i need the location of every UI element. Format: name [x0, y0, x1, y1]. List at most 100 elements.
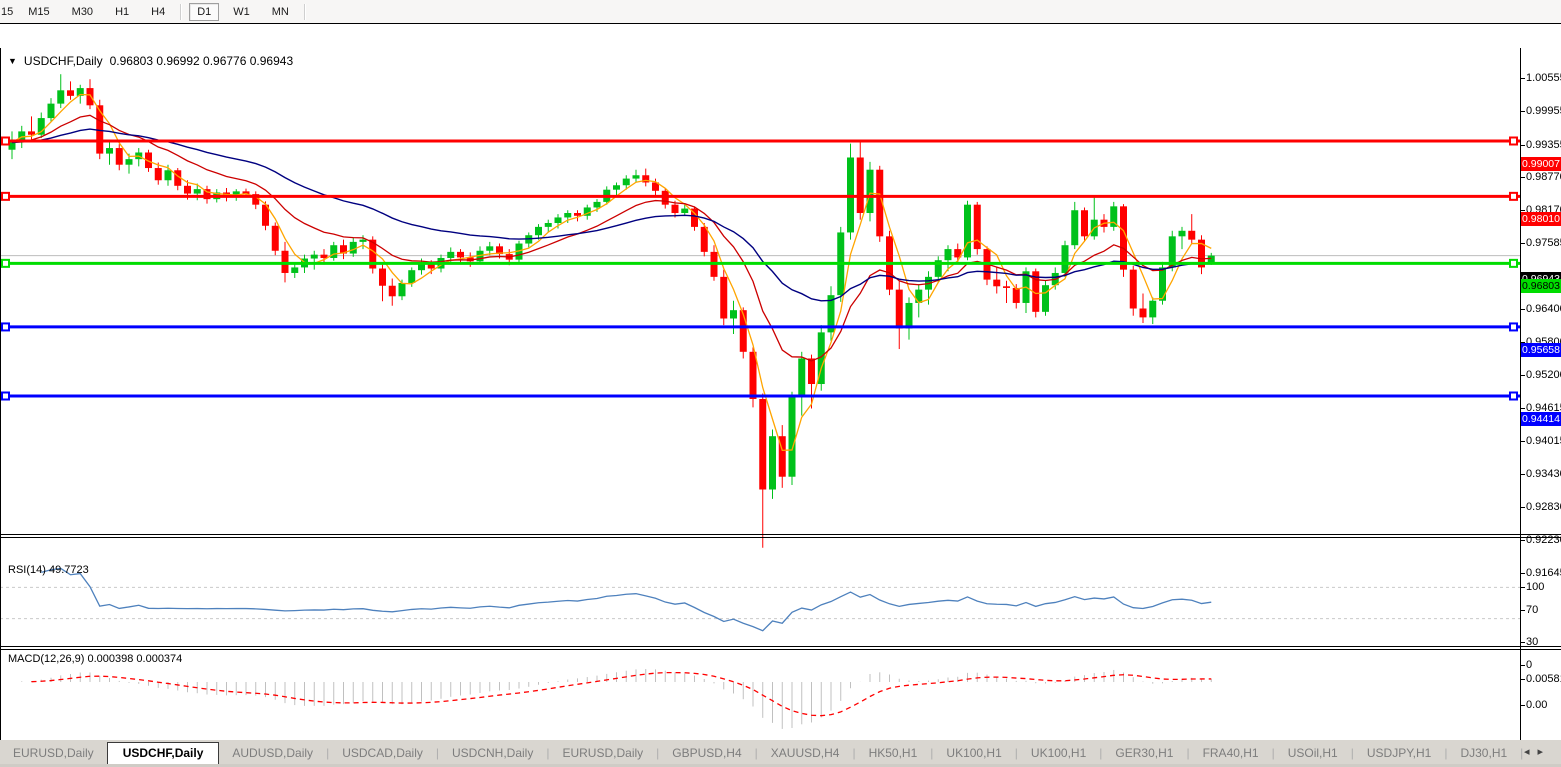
candle-body [86, 88, 94, 106]
tab-separator: | [1444, 746, 1448, 760]
candle-body [720, 276, 728, 319]
rsi-panel-chart[interactable] [0, 561, 1520, 646]
symbol-tab-usdjpy-h1[interactable]: USDJPY,H1 [1366, 746, 1432, 760]
candle-body [96, 105, 104, 154]
candle-body [788, 397, 796, 477]
candle-body [184, 185, 191, 194]
timeframe-button-m15[interactable]: M15 [28, 5, 50, 18]
symbol-tab-ger30-h1[interactable]: GER30,H1 [1115, 746, 1174, 760]
candle-body [193, 189, 201, 194]
rsi-axis-label: 0 [1526, 659, 1533, 671]
ma-mid-line [11, 114, 1212, 362]
tab-separator: | [656, 746, 660, 760]
symbol-tab-uk100-h1[interactable]: UK100,H1 [946, 746, 1002, 760]
symbol-tab-eurusd-daily[interactable]: EURUSD,Daily [13, 746, 94, 760]
candle-body [905, 302, 913, 329]
candle-body [642, 175, 650, 183]
tab-separator: | [1014, 746, 1018, 760]
timeframe-button-m30[interactable]: M30 [71, 5, 94, 18]
candle-body [1168, 236, 1176, 268]
symbol-tab-usoil-h1[interactable]: USOil,H1 [1287, 746, 1338, 760]
line-left-handle [1, 258, 10, 268]
macd-axis-label: 0.005818 [1526, 672, 1561, 685]
tab-separator: | [1099, 746, 1103, 760]
panel-divider [0, 537, 1561, 538]
candle-body [876, 169, 884, 237]
candle-body [544, 223, 552, 227]
candle-body [408, 270, 416, 283]
chart-dropdown-icon[interactable]: ▼ [8, 56, 17, 66]
candle-body [106, 148, 113, 154]
symbol-tab-usdcnh-daily[interactable]: USDCNH,Daily [452, 746, 534, 760]
candle-body [1042, 285, 1049, 312]
candle-body [798, 358, 806, 398]
candle-body [359, 239, 367, 242]
symbol-tab-hk50-h1[interactable]: HK50,H1 [868, 746, 918, 760]
ma-slow-line [11, 128, 1212, 302]
candle-body [1012, 287, 1020, 303]
candle-body [866, 169, 874, 214]
candle-body [827, 295, 835, 333]
timeframe-button-w1[interactable]: W1 [233, 5, 250, 18]
timeframe-button-d1[interactable]: D1 [189, 2, 220, 21]
candle-body [915, 289, 923, 303]
price-level-flag: 0.95658 [1521, 342, 1561, 357]
candle-body [622, 178, 630, 186]
candle-body [388, 285, 396, 297]
symbol-tab-audusd-daily[interactable]: AUDUSD,Daily [232, 746, 314, 760]
candle-body [37, 118, 45, 135]
candle-body [262, 204, 269, 226]
rsi-axis-tick [1520, 641, 1525, 643]
symbol-tab-uk100-h1[interactable]: UK100,H1 [1030, 746, 1087, 760]
price-axis-tick [1520, 540, 1525, 542]
chart-window[interactable]: ▼ USDCHF,Daily 0.96803 0.96992 0.96776 0… [0, 23, 1561, 762]
candle-body [174, 170, 182, 186]
tab-scroll-right-icon[interactable]: ▸ [1537, 746, 1551, 758]
symbol-tab-dj30-h1[interactable]: DJ30,H1 [1460, 746, 1508, 760]
timeframe-button-h1[interactable]: H1 [115, 5, 130, 18]
panel-divider[interactable] [0, 534, 1561, 535]
candle-body [808, 358, 815, 385]
candle-body [203, 189, 211, 200]
tab-scroll-left-icon[interactable]: ◂ [1523, 746, 1538, 758]
tab-separator: | [1520, 746, 1524, 760]
candle-body [1003, 286, 1010, 288]
symbol-tab-eurusd-daily[interactable]: EURUSD,Daily [562, 746, 644, 760]
candle-body [583, 207, 591, 216]
timeframe-button-mn[interactable]: MN [271, 5, 289, 18]
symbol-tab-usdcad-daily[interactable]: USDCAD,Daily [342, 746, 423, 760]
macd-axis-label: 0.00 [1526, 699, 1548, 711]
macd-panel-chart[interactable] [0, 650, 1520, 742]
candle-body [1061, 245, 1069, 273]
candle-body [427, 262, 435, 269]
symbol-tab-gbpusd-h4[interactable]: GBPUSD,H4 [672, 746, 742, 760]
symbol-tab-xauusd-h4[interactable]: XAUUSD,H4 [770, 746, 840, 760]
macd-signal-line [31, 671, 1212, 717]
timeframe-button-h4[interactable]: H4 [151, 5, 166, 18]
candle-body [593, 201, 601, 208]
tab-separator: | [1186, 746, 1190, 760]
candle-body [369, 239, 377, 269]
candle-body [1071, 210, 1079, 246]
price-axis-tick [1520, 177, 1525, 179]
rsi-line [41, 567, 1212, 632]
main-price-chart[interactable] [0, 48, 1520, 558]
panel-divider[interactable] [0, 646, 1561, 647]
candle-body [340, 245, 347, 254]
status-strip [0, 764, 1561, 767]
tab-separator: | [754, 746, 758, 760]
candle-body [457, 251, 464, 258]
panel-divider [0, 649, 1561, 650]
candle-body [1110, 206, 1118, 227]
symbol-tab-fra40-h1[interactable]: FRA40,H1 [1202, 746, 1259, 760]
symbol-tab-usdchf-daily[interactable]: USDCHF,Daily [106, 742, 220, 765]
candle-body [291, 267, 299, 273]
macd-axis-tick [1520, 678, 1525, 680]
candle-body [1032, 271, 1040, 312]
candle-body [515, 243, 523, 260]
